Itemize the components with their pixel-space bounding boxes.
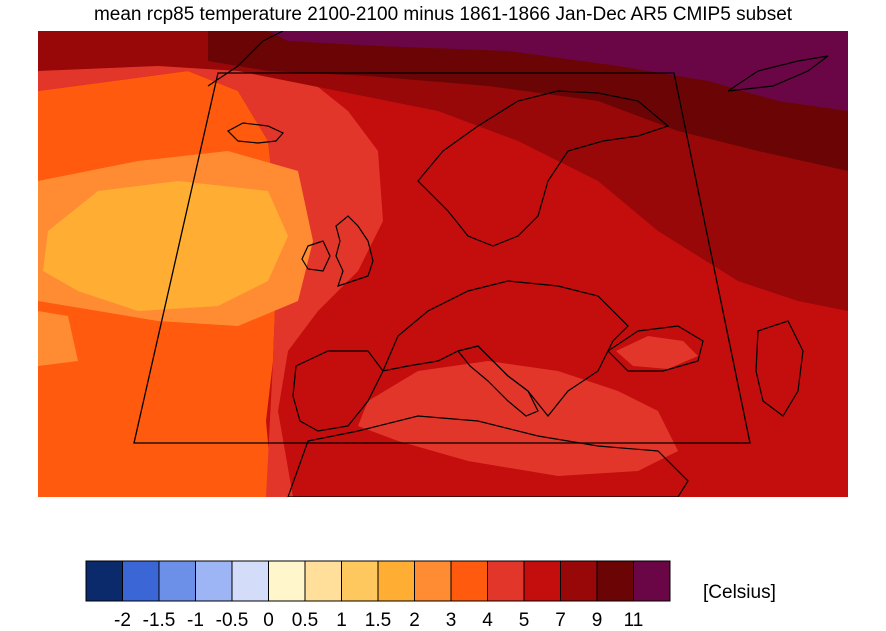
legend-swatch — [414, 560, 452, 602]
contour-fill-blacksea — [616, 336, 698, 369]
legend-swatch — [377, 560, 415, 602]
legend-tick-label: 1 — [336, 610, 347, 631]
legend-units: [Celsius] — [703, 582, 776, 603]
legend-tick-label: 2 — [409, 610, 420, 631]
color-legend: -2 -1.5 -1 -0.5 0 0.5 1 1.5 2 3 4 5 7 9 11 — [85, 560, 671, 631]
legend-swatch — [122, 560, 160, 602]
map-title: mean rcp85 temperature 2100-2100 minus 1… — [93, 4, 793, 25]
legend-swatch — [633, 560, 671, 602]
contour-fill-med — [358, 361, 678, 476]
legend-tick-label: 0.5 — [292, 610, 318, 631]
legend-swatch — [450, 560, 488, 602]
legend-tick-label: -2 — [114, 610, 131, 631]
legend-tick-label: 5 — [519, 610, 530, 631]
legend-swatch — [231, 560, 269, 602]
legend-tick-label: 7 — [555, 610, 566, 631]
legend-tick-label: -0.5 — [216, 610, 249, 631]
legend-swatch — [560, 560, 598, 602]
legend-swatch — [195, 560, 233, 602]
legend-swatch — [85, 560, 123, 602]
legend-tick-label: 1.5 — [365, 610, 391, 631]
contour-fill-4-5 — [38, 56, 383, 497]
legend-tick-label: 4 — [482, 610, 493, 631]
coastlines — [207, 31, 829, 497]
legend-tick-label: 11 — [624, 610, 644, 631]
legend-swatch — [304, 560, 342, 602]
contour-fill-11plus — [268, 31, 848, 111]
legend-swatch — [158, 560, 196, 602]
legend-swatch — [596, 560, 634, 602]
legend-tick-label: 3 — [446, 610, 457, 631]
legend-swatch — [487, 560, 525, 602]
legend-tick-label: 0 — [263, 610, 274, 631]
legend-tick-label: -1 — [187, 610, 204, 631]
legend-swatch — [523, 560, 561, 602]
legend-tick-label: 9 — [592, 610, 603, 631]
legend-swatch — [341, 560, 379, 602]
legend-swatch — [268, 560, 306, 602]
contour-fill-1.5-2 — [43, 181, 288, 311]
subset-domain-box — [133, 72, 751, 444]
legend-tick-label: -1.5 — [143, 610, 176, 631]
contour-fill-2-3b — [38, 311, 78, 366]
temperature-map — [38, 31, 848, 497]
